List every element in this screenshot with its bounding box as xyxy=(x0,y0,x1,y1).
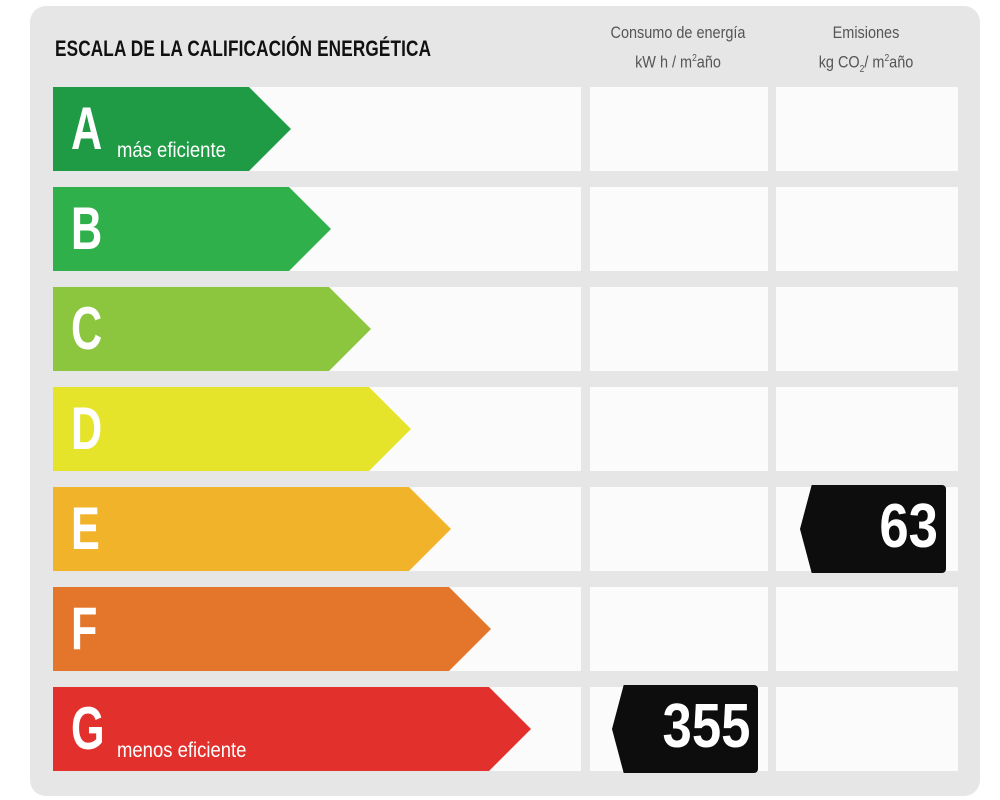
rating-arrow-e: E xyxy=(53,487,451,571)
rating-letter-e: E xyxy=(71,495,100,562)
emisiones-cell-a xyxy=(776,87,958,171)
consumo-value-badge: 355 xyxy=(612,685,758,773)
emisiones-column-header: Emisiones kg CO2/ m2año xyxy=(776,20,956,83)
consumo-cell-a xyxy=(590,87,768,171)
emisiones-cell-d xyxy=(776,387,958,471)
consumo-column-header: Consumo de energía kW h / m2año xyxy=(588,20,768,76)
consumo-header-line1: Consumo de energía xyxy=(610,23,746,42)
rating-arrow-b: B xyxy=(53,187,331,271)
rating-sublabel-g: menos eficiente xyxy=(117,739,247,762)
emisiones-value: 63 xyxy=(879,492,938,561)
emisiones-value-badge: 63 xyxy=(800,485,946,573)
consumo-cell-b xyxy=(590,187,768,271)
emisiones-header-line1: Emisiones xyxy=(832,23,900,42)
emisiones-cell-b xyxy=(776,187,958,271)
rating-arrow-c: C xyxy=(53,287,371,371)
emisiones-cell-f xyxy=(776,587,958,671)
rating-sublabel-a: más eficiente xyxy=(117,139,226,162)
rating-letter-f: F xyxy=(71,595,98,662)
consumo-cell-e xyxy=(590,487,768,571)
emisiones-cell-g xyxy=(776,687,958,771)
rating-letter-d: D xyxy=(71,395,103,462)
chart-title: ESCALA DE LA CALIFICACIÓN ENERGÉTICA xyxy=(55,36,432,61)
consumo-value: 355 xyxy=(662,692,750,761)
emisiones-header-unit: kg CO2/ m2año xyxy=(818,52,914,76)
rating-letter-g: G xyxy=(71,695,105,762)
rating-letter-c: C xyxy=(71,295,103,362)
rating-arrow-d: D xyxy=(53,387,411,471)
consumo-cell-f xyxy=(590,587,768,671)
rating-letter-b: B xyxy=(71,195,103,262)
consumo-header-unit: kW h / m2año xyxy=(635,52,721,72)
emisiones-cell-c xyxy=(776,287,958,371)
consumo-cell-c xyxy=(590,287,768,371)
consumo-cell-d xyxy=(590,387,768,471)
rating-arrow-f: F xyxy=(53,587,491,671)
rating-letter-a: A xyxy=(71,95,103,162)
